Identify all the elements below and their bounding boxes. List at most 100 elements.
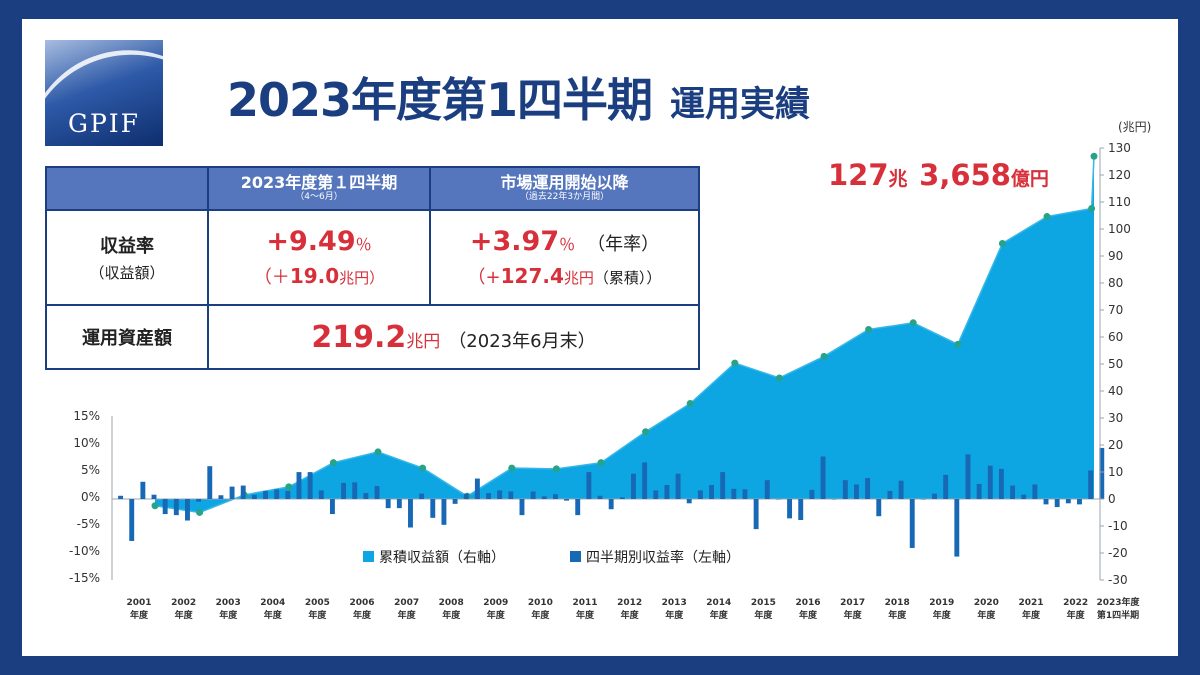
quarterly-bar	[1065, 499, 1071, 504]
x-tick-year: 2017	[840, 598, 865, 608]
quarter-amount-unit: 兆円）	[339, 269, 385, 287]
header-empty-cell	[45, 166, 209, 211]
quarterly-bar	[541, 496, 547, 499]
x-tick-suffix: 年度	[308, 609, 327, 621]
quarterly-bar	[876, 499, 882, 517]
quarterly-bar	[976, 483, 982, 499]
quarterly-bar	[865, 478, 871, 499]
right-tick-label: 50	[1108, 357, 1123, 371]
quarterly-bar	[129, 499, 135, 541]
right-tick-label: 20	[1108, 438, 1123, 452]
quarterly-bar	[196, 499, 202, 502]
x-tick-year: 2005	[305, 598, 330, 608]
gpif-logo[interactable]: GPIF	[45, 40, 163, 146]
quarterly-bar	[842, 480, 848, 499]
cumulative-total-highlight: 127兆 3,658億円	[828, 158, 1049, 192]
right-tick-label: 60	[1108, 330, 1123, 344]
highlight-n2: 3,658	[919, 158, 1011, 192]
quarterly-bar	[742, 489, 748, 499]
quarterly-bar	[329, 499, 335, 515]
x-tick-year: 2019	[929, 598, 954, 608]
x-tick-year: 2016	[795, 598, 820, 608]
x-tick-suffix: 年度	[621, 609, 640, 621]
quarterly-bar	[631, 473, 636, 499]
quarterly-bar	[263, 490, 268, 499]
x-tick-suffix: 年度	[531, 609, 550, 621]
quarterly-bar	[229, 486, 235, 499]
cumulative-point	[374, 448, 382, 456]
quarter-amount-open: （＋	[253, 267, 290, 288]
quarterly-bar	[385, 499, 391, 509]
right-tick-label: 70	[1108, 303, 1123, 317]
quarterly-bar	[274, 489, 280, 499]
quarterly-bar	[619, 497, 625, 499]
quarterly-bar	[564, 499, 570, 501]
x-tick-suffix: 年度	[487, 609, 506, 621]
cumulative-rate-note: （年率）	[587, 234, 660, 255]
quarterly-bar	[920, 499, 926, 500]
quarterly-bar	[1032, 484, 1038, 499]
x-tick-suffix: 年度	[576, 609, 595, 621]
quarterly-bar	[374, 486, 380, 499]
quarterly-bar	[463, 493, 469, 499]
quarterly-bar	[363, 493, 369, 499]
cell-assets: 219.2兆円 （2023年6月末）	[207, 304, 700, 370]
right-tick-label: 90	[1108, 249, 1123, 263]
quarterly-bar	[887, 490, 893, 499]
quarterly-bar	[965, 454, 971, 499]
x-tick-year: 2001	[126, 598, 151, 608]
right-tick-label: 0	[1108, 492, 1116, 506]
quarterly-bar	[497, 490, 503, 499]
quarterly-bar	[1088, 470, 1094, 499]
summary-table: 2023年度第１四半期 （4〜6月） 市場運用開始以降 （過去22年3か月間） …	[45, 166, 700, 370]
quarterly-bar	[352, 482, 358, 499]
quarterly-bar	[441, 499, 447, 525]
x-tick-suffix: 年度	[710, 609, 729, 621]
cumulative-point	[998, 239, 1006, 247]
page-title: 2023年度第1四半期 運用実績	[227, 64, 810, 130]
left-tick-label: -15%	[69, 571, 100, 585]
cumulative-point	[731, 359, 739, 367]
quarterly-bar	[731, 488, 737, 499]
quarterly-bar	[396, 499, 402, 509]
quarterly-bar	[519, 499, 525, 516]
quarterly-bar	[318, 490, 324, 499]
right-tick-label: 100	[1108, 222, 1131, 236]
x-tick-suffix: 年度	[844, 609, 863, 621]
x-tick-suffix: 年度	[353, 609, 372, 621]
quarterly-bar	[486, 493, 491, 499]
return-sublabel: （収益額）	[89, 264, 165, 282]
quarterly-bar	[1099, 447, 1105, 499]
x-tick-year: 2012	[617, 598, 642, 608]
quarterly-bar	[943, 474, 949, 499]
cumulative-amount-unit: 兆円	[563, 269, 594, 287]
right-tick-label: 80	[1108, 276, 1123, 290]
cumulative-point	[642, 428, 650, 436]
quarterly-bar	[709, 485, 714, 499]
cumulative-point	[285, 483, 293, 491]
cumulative-rate-unit: ％	[559, 235, 576, 254]
left-tick-label: 15%	[73, 409, 100, 423]
x-tick-year: 2013	[662, 598, 687, 608]
quarterly-bar	[1043, 499, 1049, 505]
quarterly-bar	[932, 493, 937, 499]
cell-cumulative-return: +3.97％ （年率） （+127.4兆円（累積））	[429, 209, 700, 306]
x-tick-suffix: 年度	[1067, 609, 1086, 621]
quarterly-bar	[1054, 499, 1060, 508]
cumulative-point	[775, 374, 783, 382]
table-row-assets: 運用資産額 219.2兆円 （2023年6月末）	[45, 304, 700, 370]
x-tick-suffix: 年度	[754, 609, 773, 621]
right-tick-label: -20	[1108, 546, 1128, 560]
logo-text: GPIF	[67, 109, 140, 138]
x-tick-suffix: 年度	[398, 609, 417, 621]
cumulative-amount-open: （+	[467, 267, 501, 288]
x-tick-year: 2007	[394, 598, 419, 608]
x-tick-suffix: 年度	[977, 609, 996, 621]
quarterly-bar	[173, 499, 179, 516]
x-tick-year: 2014	[706, 598, 731, 608]
quarterly-bar	[452, 499, 458, 504]
quarter-rate-unit: ％	[355, 235, 372, 254]
quarterly-bar	[753, 499, 759, 530]
x-tick-suffix: 年度	[219, 609, 238, 621]
